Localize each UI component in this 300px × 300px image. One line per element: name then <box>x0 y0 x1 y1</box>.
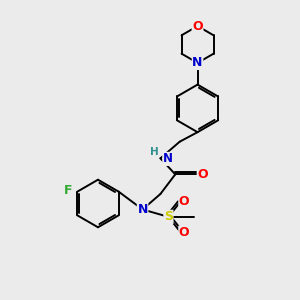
Text: O: O <box>197 168 208 181</box>
Text: N: N <box>137 203 148 216</box>
Text: O: O <box>179 226 190 239</box>
Text: O: O <box>192 20 203 33</box>
Text: N: N <box>192 56 203 69</box>
Text: O: O <box>179 195 190 208</box>
Text: S: S <box>164 210 173 224</box>
Text: H: H <box>150 147 159 157</box>
Text: N: N <box>163 152 173 165</box>
Text: F: F <box>64 184 72 196</box>
